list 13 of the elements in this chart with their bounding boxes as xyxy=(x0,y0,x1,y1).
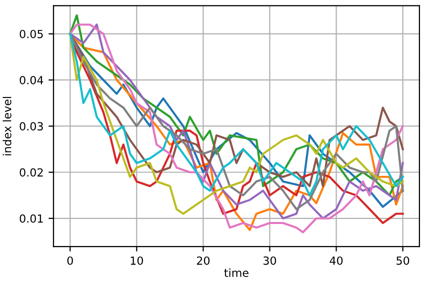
y-tick-label: 0.03 xyxy=(20,122,43,130)
y-tick-label: 0.02 xyxy=(20,168,43,177)
x-tick-label: 30 xyxy=(264,256,276,265)
x-tick-label: 10 xyxy=(130,256,143,265)
y-tick-label: 0.04 xyxy=(20,76,44,84)
y-tick-label: 0.01 xyxy=(20,214,43,223)
y-axis-title: index level xyxy=(2,96,12,156)
x-tick-label: 50 xyxy=(396,256,410,265)
x-axis-title: time xyxy=(224,268,248,277)
x-tick-label: 20 xyxy=(196,256,210,265)
x-tick-label: 0 xyxy=(67,256,73,265)
x-tick-label: 40 xyxy=(330,256,343,265)
y-tick-label: 0.05 xyxy=(20,30,43,38)
